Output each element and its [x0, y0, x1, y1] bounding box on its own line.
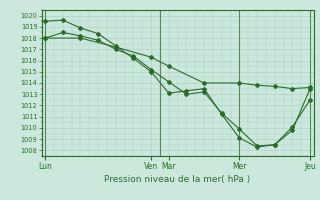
X-axis label: Pression niveau de la mer( hPa ): Pression niveau de la mer( hPa ): [104, 175, 251, 184]
